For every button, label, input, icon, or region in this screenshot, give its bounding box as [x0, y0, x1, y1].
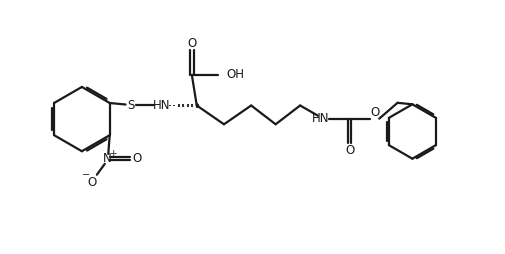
Text: +: + — [109, 149, 117, 158]
Text: −: − — [82, 170, 90, 180]
Text: HN: HN — [312, 112, 329, 125]
Text: N: N — [103, 152, 112, 165]
Text: O: O — [88, 176, 97, 189]
Text: O: O — [344, 144, 354, 157]
Text: O: O — [132, 152, 141, 165]
Text: HN: HN — [152, 99, 170, 112]
Text: S: S — [127, 99, 134, 112]
Text: O: O — [370, 106, 379, 119]
Text: O: O — [187, 37, 196, 50]
Text: OH: OH — [226, 68, 244, 81]
